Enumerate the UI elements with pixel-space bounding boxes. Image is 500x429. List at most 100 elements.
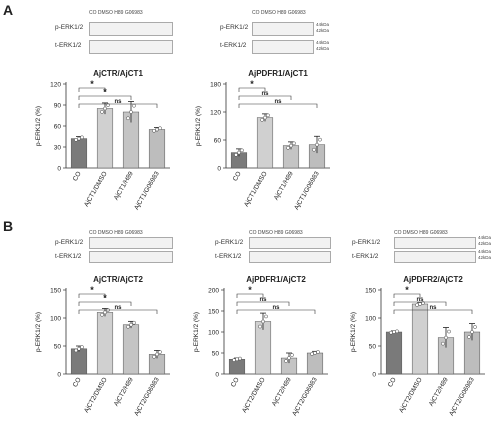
- chart-title: AjCTR/AjCT1: [93, 69, 143, 78]
- t-erk-label: t-ERK1/2: [220, 42, 247, 49]
- data-point: [103, 106, 107, 111]
- data-point: [129, 110, 133, 114]
- data-point: [318, 137, 322, 142]
- data-point: [158, 350, 162, 354]
- significance-label: ns: [259, 297, 267, 303]
- data-point: [77, 136, 81, 141]
- y-axis-label: p-ERK1/2 (%): [195, 106, 202, 146]
- x-tick-label: AjCT1/G06983: [293, 170, 321, 211]
- kda-marker: 44kDa: [316, 22, 330, 27]
- x-tick-label: AjCT2/H89: [271, 376, 293, 407]
- data-point: [264, 314, 268, 319]
- data-point: [287, 356, 291, 360]
- p-erk-label: p-ERK1/2: [55, 24, 84, 31]
- data-point: [444, 335, 448, 340]
- y-axis-label: p-ERK1/2 (%): [193, 312, 200, 352]
- data-point: [103, 310, 107, 315]
- western-blot-a1: CO DMSO H89 G06983 p-ERK1/2 t-ERK1/2: [55, 10, 195, 60]
- significance-bracket: [78, 293, 106, 298]
- significance-bracket: [393, 301, 447, 306]
- significance-bracket: [238, 87, 266, 92]
- kda-marker: 44kDa: [316, 40, 330, 45]
- y-tick-label: 150: [365, 288, 376, 295]
- x-tick-label: AjCT1/H89: [273, 170, 295, 201]
- chart-title: AjPDFR2/AjCT2: [403, 275, 463, 284]
- significance-label: ns: [429, 305, 437, 311]
- x-tick-label: AjCT1/G06983: [133, 170, 161, 211]
- x-tick-label: CO: [232, 171, 243, 183]
- x-tick-label: AjCT2/H89: [113, 376, 135, 407]
- significance-label: *: [405, 285, 409, 295]
- significance-bracket: [78, 301, 132, 306]
- x-tick-label: AjCT2/DMSO: [241, 377, 267, 415]
- blot-strip: [252, 40, 314, 54]
- significance-bracket: [78, 95, 132, 100]
- x-tick-label: AjCT2/G06983: [448, 376, 476, 417]
- significance-bracket: [236, 301, 290, 306]
- kda-marker: 44kDa: [478, 235, 492, 240]
- y-tick-label: 180: [210, 82, 221, 89]
- data-point: [473, 325, 477, 329]
- significance-label: *: [90, 285, 94, 295]
- significance-label: *: [248, 285, 252, 295]
- x-tick-label: AjCT1/H89: [113, 170, 135, 201]
- kda-marker: 42kDa: [316, 28, 330, 33]
- lane-header: CO DMSO H89 G06983: [252, 10, 306, 16]
- x-tick-label: AjCT1/DMSO: [243, 171, 269, 209]
- data-point: [310, 352, 314, 356]
- significance-bracket: [236, 309, 316, 314]
- bar: [256, 117, 274, 169]
- data-point: [126, 116, 130, 121]
- data-point: [289, 143, 293, 148]
- significance-label: ns: [274, 99, 282, 105]
- data-point: [129, 322, 133, 327]
- bar: [411, 303, 429, 375]
- data-point: [266, 113, 270, 118]
- significance-label: *: [250, 79, 254, 89]
- significance-bracket: [78, 309, 158, 314]
- data-point: [292, 141, 296, 146]
- data-point: [316, 350, 320, 354]
- data-point: [232, 358, 236, 362]
- bar: [70, 348, 88, 375]
- blot-strip: [89, 237, 173, 249]
- data-point: [447, 329, 451, 334]
- data-point: [100, 312, 104, 317]
- y-tick-label: 0: [57, 166, 61, 173]
- blot-strip: [89, 22, 173, 36]
- data-point: [152, 128, 156, 133]
- t-erk-label: t-ERK1/2: [55, 253, 82, 260]
- data-point: [284, 359, 288, 363]
- data-point: [238, 356, 242, 361]
- chart-title: AjPDFR1/AjCT1: [248, 69, 308, 78]
- x-tick-label: AjCT2/G06983: [133, 376, 161, 417]
- blot-strip: [89, 40, 173, 54]
- significance-label: *: [103, 87, 107, 97]
- significance-label: ns: [272, 305, 280, 311]
- data-point: [392, 330, 396, 334]
- bar: [306, 352, 324, 375]
- x-tick-label: AjCT1/DMSO: [83, 171, 109, 209]
- y-tick-label: 120: [50, 82, 61, 89]
- p-erk-label: p-ERK1/2: [352, 239, 381, 246]
- data-point: [263, 115, 267, 120]
- data-point: [286, 145, 290, 150]
- data-point: [74, 138, 78, 142]
- data-point: [415, 303, 419, 307]
- data-point: [132, 320, 136, 325]
- data-point: [74, 348, 78, 353]
- western-blot-a2: CO DMSO H89 G06983 p-ERK1/2 t-ERK1/2 44k…: [220, 10, 420, 60]
- bar: [70, 138, 88, 169]
- bar: [96, 312, 114, 375]
- x-tick-label: AjCT2/H89: [428, 376, 450, 407]
- western-blot-b1: CO DMSO H89 G06983 p-ERK1/2 t-ERK1/2: [55, 230, 195, 266]
- data-point: [467, 335, 471, 339]
- data-point: [389, 330, 393, 335]
- data-point: [234, 152, 238, 157]
- kda-marker: 42kDa: [478, 255, 492, 260]
